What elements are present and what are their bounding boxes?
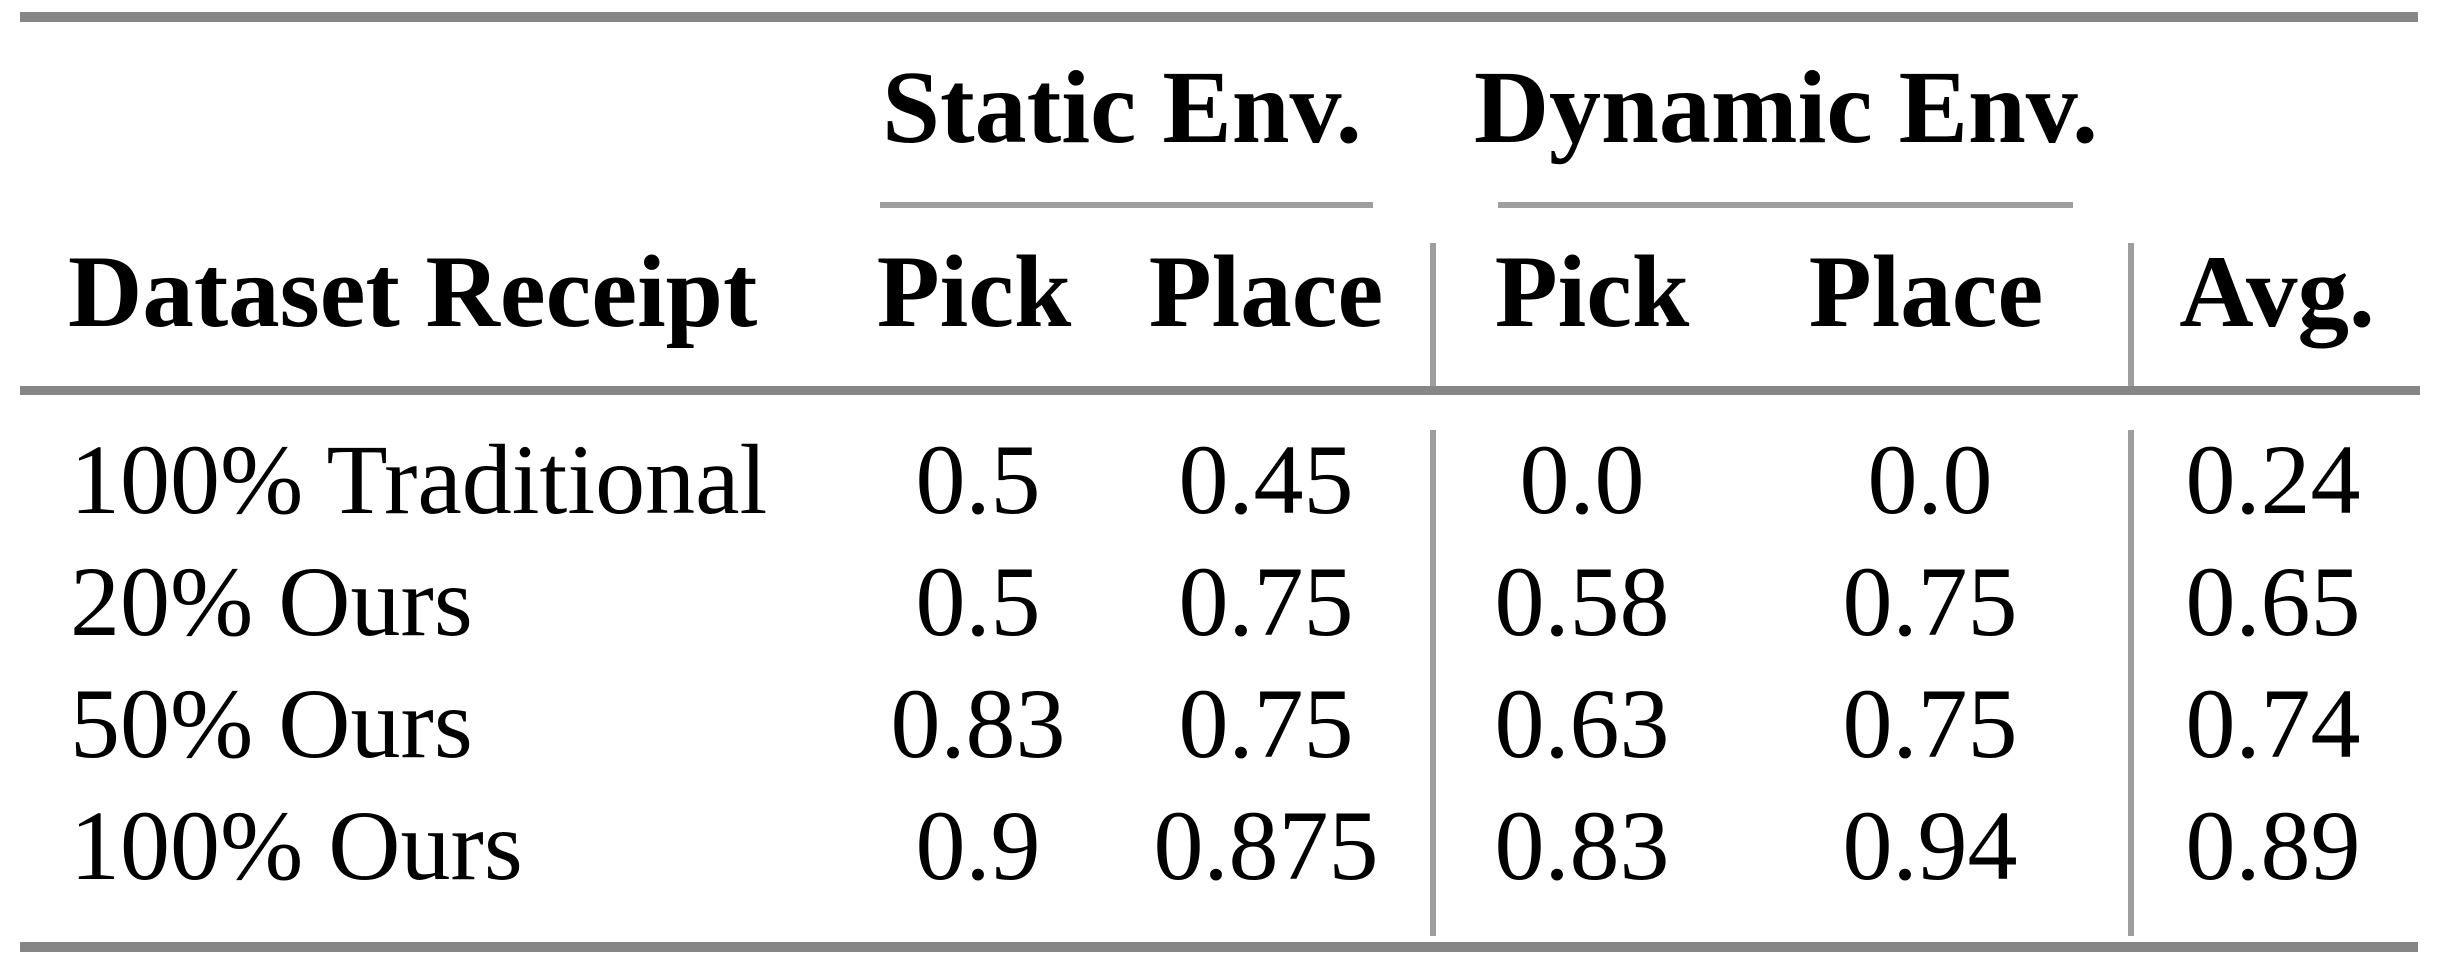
group-header-dynamic-env: Dynamic Env.	[1473, 50, 2099, 165]
cmidrule-dynamic-env	[1498, 202, 2073, 208]
column-header-avg: Avg.	[2179, 235, 2375, 349]
cell-static-place: 0.45	[1178, 424, 1354, 535]
bottom-rule	[20, 942, 2418, 952]
row-label: 100% Ours	[70, 790, 523, 901]
column-header-dynamic-place: Place	[1808, 235, 2044, 349]
cell-dynamic-place: 0.94	[1842, 790, 2018, 901]
column-header-dynamic-pick: Pick	[1494, 235, 1690, 349]
vertical-rule-static-dynamic-body	[1430, 430, 1436, 936]
cell-dynamic-place: 0.75	[1842, 668, 2018, 779]
vertical-rule-dynamic-avg-header	[2128, 243, 2134, 386]
column-header-static-pick: Pick	[876, 235, 1072, 349]
column-header-dataset-receipt: Dataset Receipt	[68, 235, 758, 349]
cell-dynamic-place: 0.75	[1842, 546, 2018, 657]
cell-dynamic-pick: 0.58	[1494, 546, 1670, 657]
cell-avg: 0.65	[2185, 546, 2361, 657]
vertical-rule-dynamic-avg-body	[2128, 430, 2134, 936]
row-label: 20% Ours	[70, 546, 473, 657]
vertical-rule-static-dynamic-header	[1430, 243, 1436, 386]
mid-rule	[20, 386, 2420, 395]
cell-dynamic-pick: 0.83	[1494, 790, 1670, 901]
cell-dynamic-place: 0.0	[1867, 424, 1993, 535]
group-header-static-env: Static Env.	[882, 50, 1362, 165]
row-label: 100% Traditional	[70, 424, 768, 535]
cell-dynamic-pick: 0.63	[1494, 668, 1670, 779]
row-label: 50% Ours	[70, 668, 473, 779]
cell-static-pick: 0.83	[890, 668, 1066, 779]
cell-dynamic-pick: 0.0	[1519, 424, 1645, 535]
cell-avg: 0.24	[2185, 424, 2361, 535]
cell-static-pick: 0.9	[915, 790, 1041, 901]
column-header-static-place: Place	[1148, 235, 1384, 349]
cell-static-pick: 0.5	[915, 546, 1041, 657]
cmidrule-static-env	[880, 202, 1373, 208]
cell-static-place: 0.75	[1178, 668, 1354, 779]
top-rule	[20, 12, 2418, 22]
cell-avg: 0.89	[2185, 790, 2361, 901]
cell-static-place: 0.875	[1153, 790, 1379, 901]
cell-avg: 0.74	[2185, 668, 2361, 779]
cell-static-place: 0.75	[1178, 546, 1354, 657]
cell-static-pick: 0.5	[915, 424, 1041, 535]
